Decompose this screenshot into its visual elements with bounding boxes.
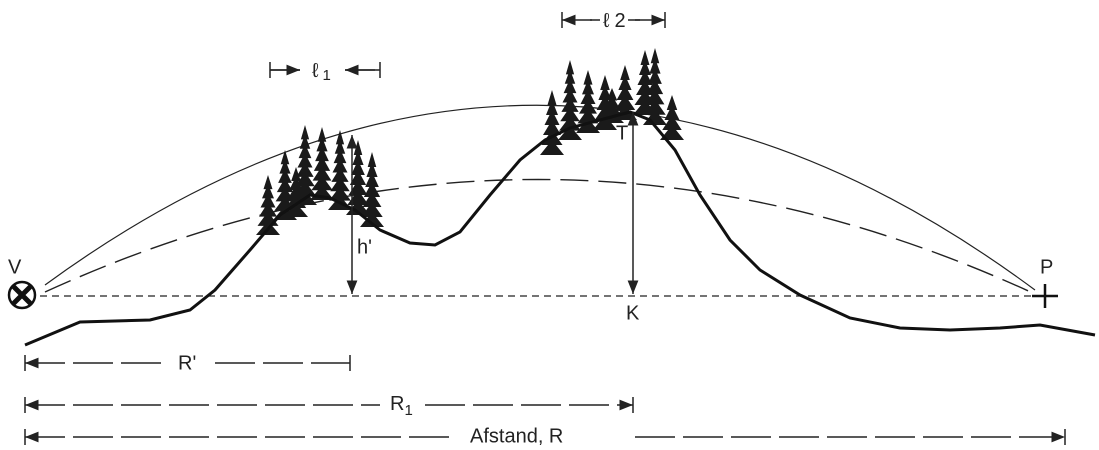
tree <box>576 70 600 133</box>
tree <box>643 48 667 125</box>
tree <box>540 90 564 155</box>
tree <box>346 140 370 215</box>
tree <box>613 65 637 120</box>
label-v: V <box>8 256 22 278</box>
label-t: T <box>616 122 628 144</box>
tree <box>273 150 297 220</box>
label-p: P <box>1040 256 1053 278</box>
tree <box>360 152 384 227</box>
tree <box>310 127 334 200</box>
earth-curve <box>44 104 1036 291</box>
label-r-prime: R' <box>178 352 196 374</box>
transmitter <box>7 280 37 310</box>
label-r1: R1 <box>390 393 413 419</box>
label-distance: Afstand, R <box>470 425 563 447</box>
label-k: K <box>626 302 640 324</box>
tree <box>256 175 280 235</box>
fresnel-curve <box>44 178 1036 295</box>
terrain <box>24 110 1096 347</box>
tree <box>328 130 352 210</box>
receiver <box>1032 284 1058 308</box>
label-h: h' <box>357 236 372 258</box>
dimensions <box>24 12 1066 445</box>
tree <box>660 95 684 140</box>
tree <box>284 167 308 217</box>
tree <box>558 60 582 140</box>
